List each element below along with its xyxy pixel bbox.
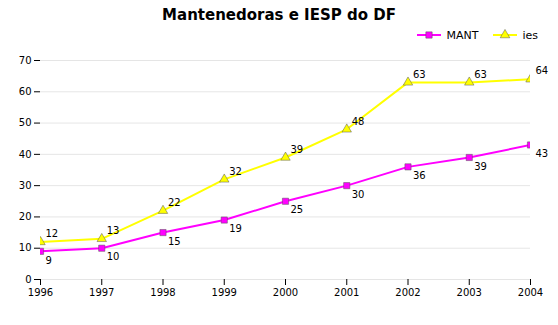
- svg-text:39: 39: [291, 144, 304, 155]
- svg-text:63: 63: [474, 69, 487, 80]
- svg-text:64: 64: [536, 65, 549, 76]
- html-text:Mantenedoras e IESP do DF: Mantenedoras e IESP do DF: [162, 6, 396, 24]
- svg-text:2004: 2004: [518, 287, 543, 298]
- svg-text:63: 63: [413, 69, 426, 80]
- svg-text:40: 40: [19, 149, 32, 160]
- svg-text:60: 60: [19, 86, 32, 97]
- html-text:ies: ies: [522, 28, 538, 42]
- svg-text:9: 9: [46, 255, 52, 266]
- html-text:MANT: MANT: [446, 28, 479, 42]
- svg-text:30: 30: [352, 189, 365, 200]
- svg-text:19: 19: [229, 223, 242, 234]
- svg-text:20: 20: [19, 211, 32, 222]
- svg-text:22: 22: [168, 197, 181, 208]
- svg-text:0: 0: [25, 274, 31, 285]
- svg-text:43: 43: [536, 148, 549, 159]
- svg-text:10: 10: [19, 242, 32, 253]
- svg-text:12: 12: [46, 228, 59, 239]
- svg-text:32: 32: [229, 166, 242, 177]
- svg-text:48: 48: [352, 116, 365, 127]
- svg-text:36: 36: [413, 170, 426, 181]
- svg-text:1998: 1998: [150, 287, 175, 298]
- svg-text:2003: 2003: [457, 287, 482, 298]
- svg-text:1997: 1997: [89, 287, 114, 298]
- svg-text:1999: 1999: [212, 287, 237, 298]
- svg-text:30: 30: [19, 180, 32, 191]
- svg-text:2002: 2002: [395, 287, 420, 298]
- svg-text:70: 70: [19, 55, 32, 66]
- svg-text:13: 13: [107, 225, 120, 236]
- svg-text:15: 15: [168, 236, 181, 247]
- svg-text:50: 50: [19, 117, 32, 128]
- svg-text:1996: 1996: [28, 287, 53, 298]
- svg-text:2001: 2001: [334, 287, 359, 298]
- svg-text:25: 25: [291, 204, 304, 215]
- svg-text:39: 39: [474, 161, 487, 172]
- svg-text:2000: 2000: [273, 287, 298, 298]
- svg-text:10: 10: [107, 251, 120, 262]
